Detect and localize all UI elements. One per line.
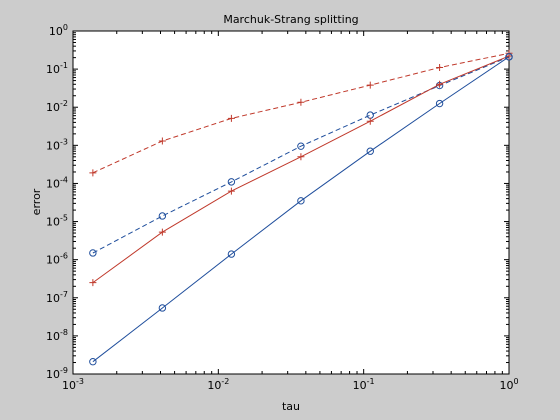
y-tick-label: 10-4 [46, 175, 68, 190]
series-4 [89, 53, 513, 366]
circle-marker [89, 249, 97, 257]
plus-marker [158, 137, 166, 145]
x-tick-label: 100 [499, 377, 518, 392]
plus-marker [297, 153, 305, 161]
circle-marker [366, 147, 374, 155]
y-tick-label: 10-3 [46, 137, 68, 152]
plus-marker [158, 228, 166, 236]
circle-marker [297, 197, 305, 205]
plus-marker [436, 64, 444, 72]
plus-marker [366, 81, 374, 89]
y-tick-label: 10-5 [46, 214, 68, 229]
y-tick-label: 100 [49, 23, 68, 38]
y-tick-label: 10-9 [46, 366, 68, 381]
y-tick-label: 10-2 [46, 99, 68, 114]
circle-marker [297, 142, 305, 150]
x-tick-label: 10-1 [353, 377, 375, 392]
circle-marker [435, 99, 444, 108]
plus-marker [436, 80, 444, 88]
series-line [92, 56, 510, 363]
plot-area [72, 30, 510, 375]
axes: 10-3 10-2 10-1 100 100 10-1 10-2 10-3 10-4 10-5 10… [46, 23, 519, 392]
plus-marker [89, 279, 97, 287]
plus-marker [297, 98, 305, 106]
x-tick-label: 10-3 [62, 377, 84, 392]
y-axis-label: error [30, 188, 43, 215]
plus-marker [227, 187, 235, 195]
series-layer [89, 49, 513, 366]
plus-marker [366, 117, 374, 125]
circle-marker [158, 212, 167, 220]
y-tick-label: 10-6 [46, 252, 68, 267]
x-tick-label: 10-2 [207, 377, 229, 392]
chart-title: Marchuk-Strang splitting [223, 13, 358, 26]
y-tick-label: 10-8 [46, 328, 68, 343]
plus-marker [89, 169, 97, 177]
circle-marker [505, 53, 513, 61]
circle-marker [158, 304, 167, 312]
circle-marker [227, 178, 236, 186]
y-tick-label: 10-7 [46, 290, 68, 305]
x-axis-label: tau [282, 400, 300, 413]
series-3 [89, 52, 513, 287]
circle-marker [89, 358, 97, 366]
plus-marker [227, 114, 235, 122]
y-tick-label: 10-1 [46, 61, 68, 76]
circle-marker [227, 250, 236, 258]
